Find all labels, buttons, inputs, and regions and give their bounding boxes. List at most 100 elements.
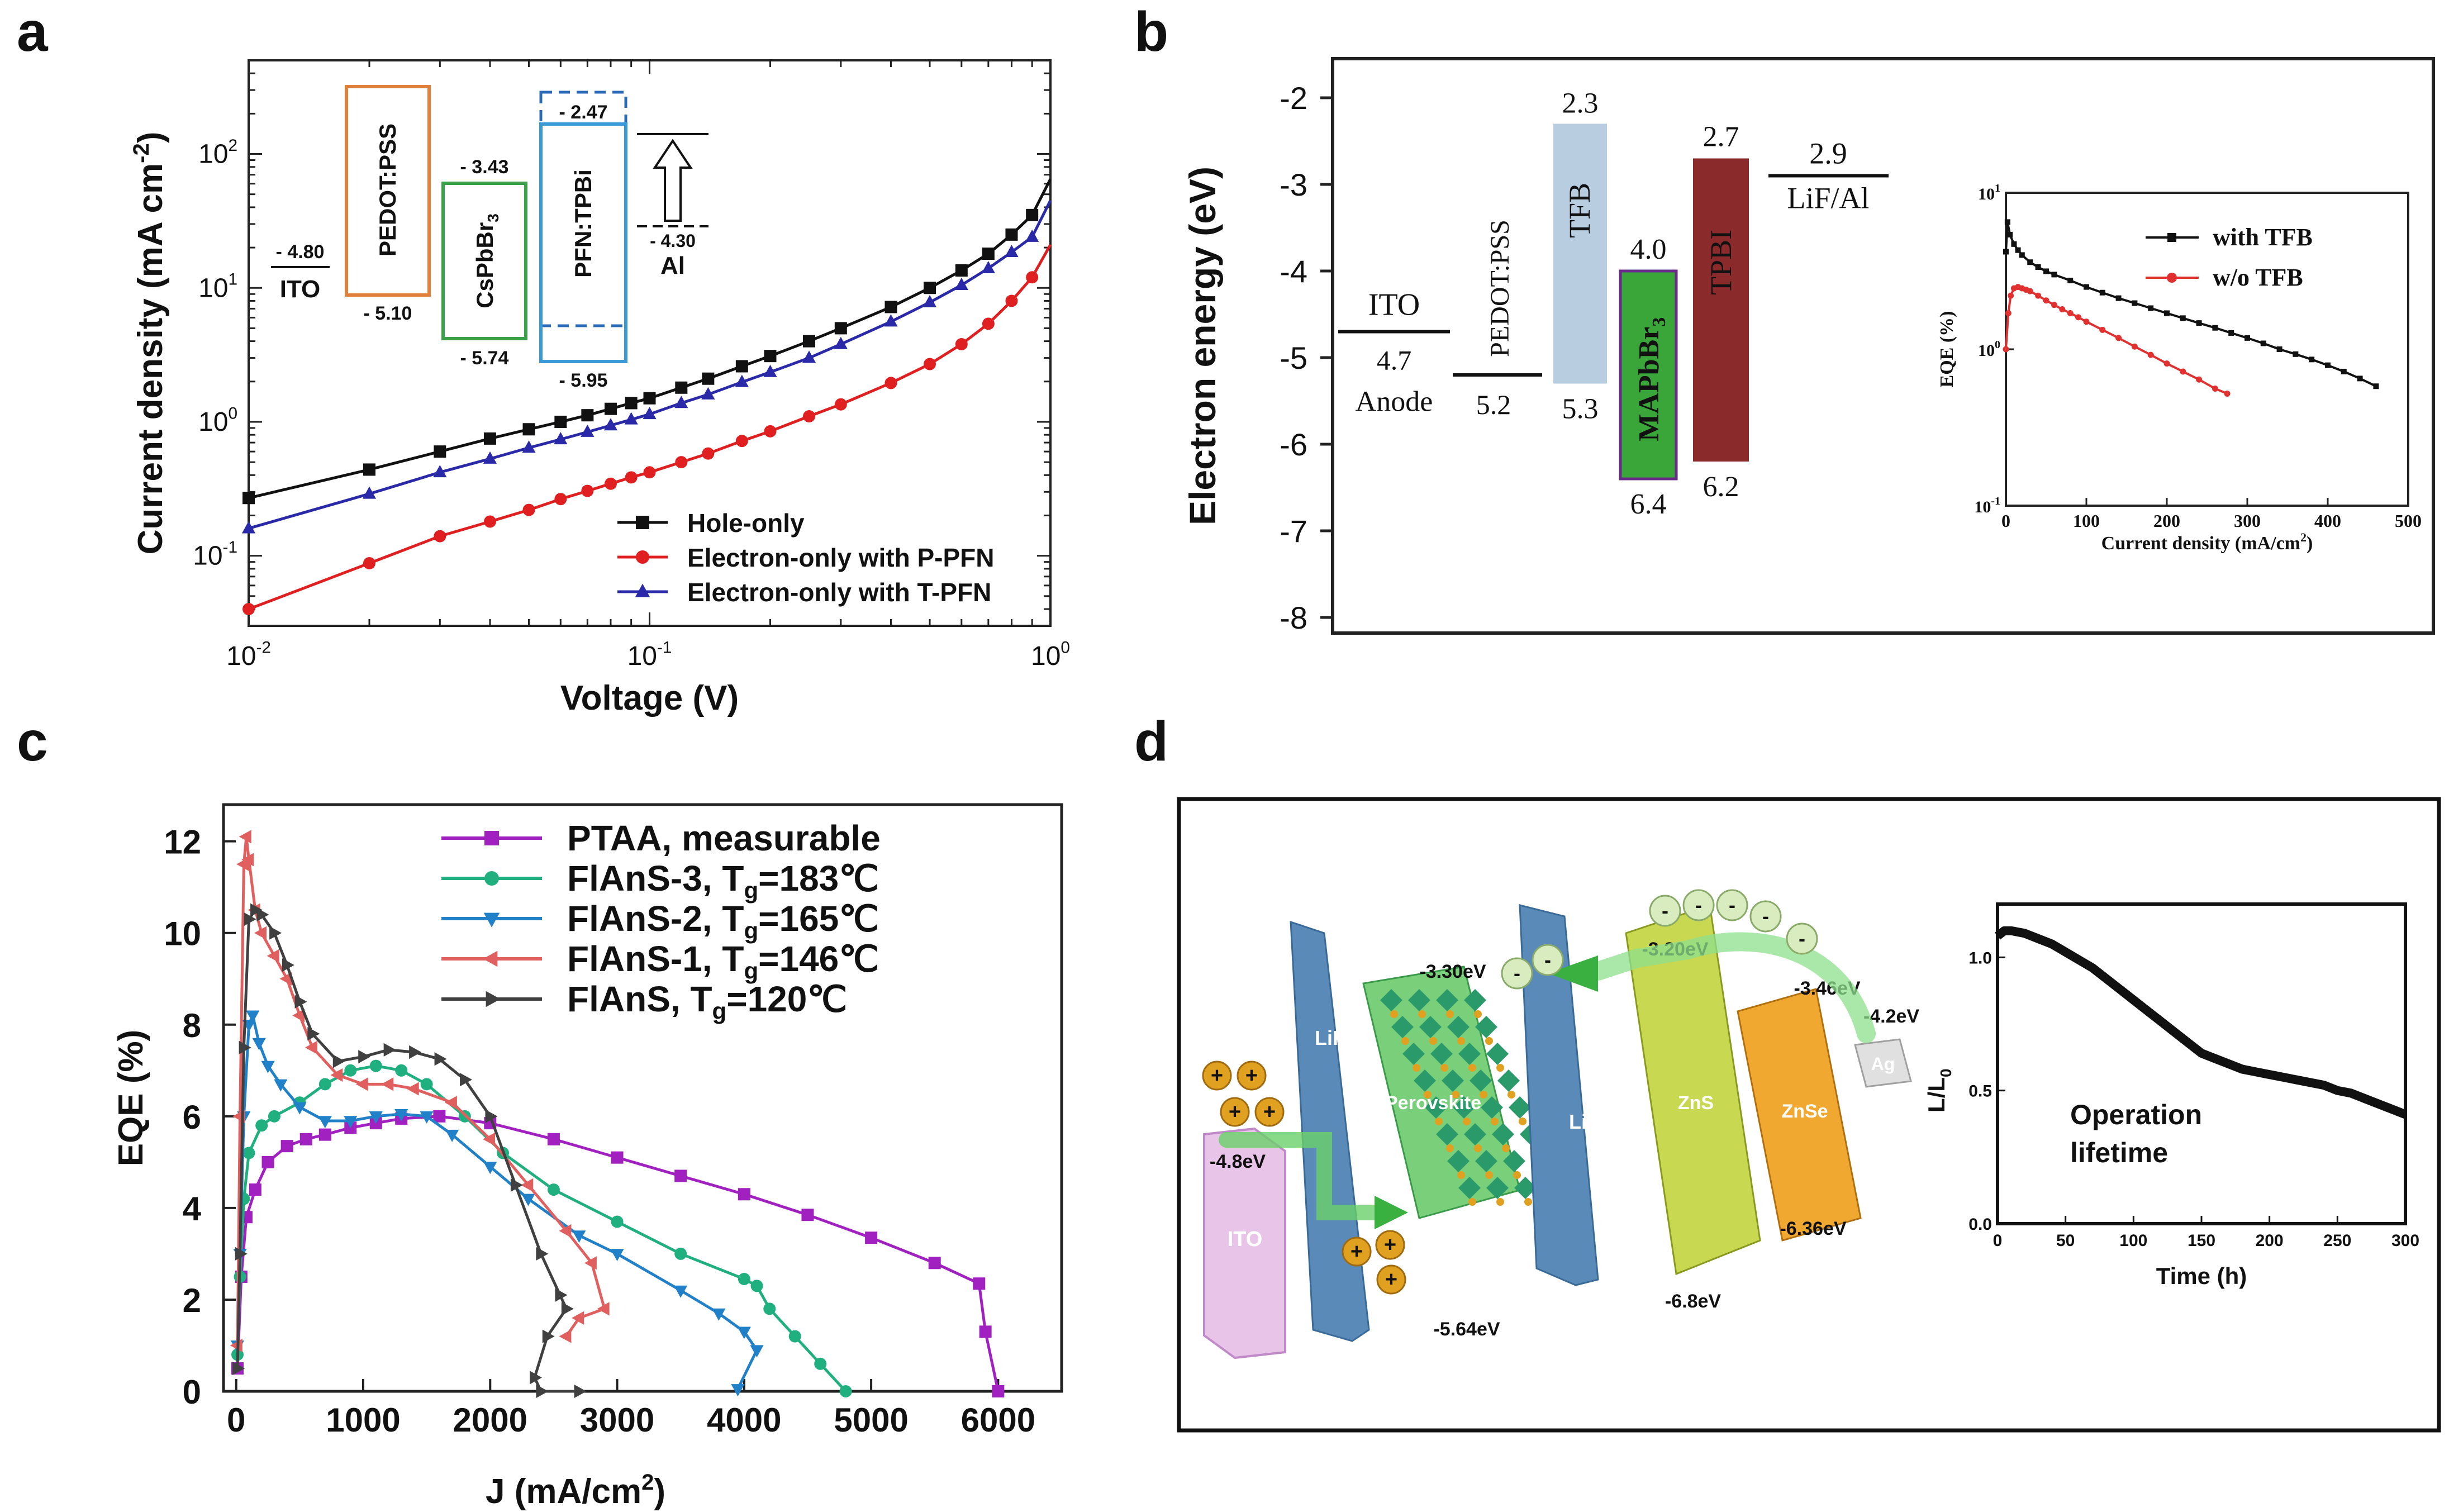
data-point-a-1-5 [554, 493, 567, 506]
y-tick-label-b-6: -8 [1280, 600, 1307, 635]
data-point-c-4-3 [244, 912, 256, 926]
data-point-c-0-7 [318, 1128, 331, 1141]
ag-contact-d [1854, 1038, 1912, 1088]
data-point-c-3-11 [330, 1068, 343, 1082]
data-point-c-4-19 [555, 1288, 568, 1302]
data-point-a-0-13 [764, 350, 777, 363]
perovskite-octahedron [1475, 1016, 1497, 1038]
pedot-box-a [345, 85, 431, 297]
perovskite-octahedron [1470, 1069, 1492, 1092]
y-tick-label-c-6: 12 [164, 824, 201, 861]
data-point-a-1-16 [885, 377, 897, 389]
legend-label-c-1: FlAnS-3, Tg=183℃ [567, 858, 879, 904]
inset-point-b-1-22 [2212, 386, 2218, 392]
inset-y-tick-base: 10 [1974, 498, 1991, 516]
legend-label-c-main-3: FlAnS-1, T [567, 939, 744, 979]
inset-point-b-0-4 [2015, 247, 2021, 253]
data-point-a-2-10 [674, 396, 688, 408]
data-point-c-3-21 [572, 1311, 584, 1325]
data-point-c-4-18 [536, 1247, 549, 1261]
x-tick-label-a-1-base: 10 [627, 641, 657, 671]
perovskite-atom [1491, 1118, 1499, 1125]
lif-label-b: LiF/Al [1787, 182, 1869, 215]
data-point-a-0-18 [955, 264, 968, 277]
x-axis-label-c: J (mA/cm2) [486, 1470, 665, 1511]
electron-path-d [1589, 932, 1876, 1043]
data-point-a-1-12 [735, 435, 748, 448]
data-point-a-2-7 [603, 418, 618, 431]
perovskite-octahedron [1408, 989, 1430, 1011]
data-point-a-2-12 [735, 374, 749, 387]
electron-sign-5: - [1762, 905, 1769, 928]
perovskite-atom [1440, 1064, 1448, 1072]
perovskite-atom [1435, 1118, 1443, 1125]
inset-x-tick-label-d-2: 100 [2119, 1232, 2147, 1250]
perovskite-atom [1418, 1010, 1426, 1018]
perovskite-octahedron [1503, 1150, 1525, 1172]
inset-x-label-b: Current density (mA/cm2) [2101, 530, 2313, 554]
inset-x-tick-label-d-1: 50 [2056, 1232, 2075, 1250]
data-point-c-3-10 [305, 1040, 317, 1054]
data-point-c-0-16 [738, 1188, 750, 1201]
y-tick-label-a-0-exp: -1 [223, 538, 237, 557]
legend-label-c-main-4: FlAnS, T [567, 979, 712, 1019]
panel-letter-c: c [17, 710, 48, 773]
data-point-c-4-11 [358, 1050, 371, 1064]
znse-label-d: ZnSe [1781, 1101, 1828, 1122]
perovskite-atom [1519, 1118, 1527, 1125]
tfb-top-b: 2.3 [1562, 88, 1599, 120]
hole-sign-0: + [1211, 1064, 1223, 1087]
perovskite-octahedron [1419, 1016, 1442, 1038]
y-tick-label-a-1-exp: 0 [228, 404, 237, 422]
electron-sign-4: - [1729, 893, 1735, 916]
y-tick-label-b-5: -7 [1280, 513, 1307, 549]
inset-point-b-1-18 [2147, 351, 2154, 358]
y-tick-label-a-3-exp: 2 [228, 136, 237, 155]
y-tick-label-a-1-base: 10 [198, 407, 228, 437]
perovskite-atom [1457, 1171, 1465, 1179]
pedot-label-b: PEDOT:PSS [1485, 220, 1515, 357]
data-point-c-4-15 [460, 1073, 473, 1087]
data-point-c-3-7 [267, 949, 279, 963]
perovskite-atom [1452, 1091, 1459, 1099]
series-line-c-1 [236, 1064, 847, 1392]
data-point-c-4-17 [510, 1178, 523, 1192]
data-point-a-0-19 [982, 248, 995, 260]
perovskite-atom [1474, 1010, 1482, 1018]
data-point-a-1-7 [604, 477, 617, 490]
x-axis-label-a: Voltage (V) [560, 679, 739, 717]
y-tick-label-a-3: 102 [198, 136, 237, 169]
data-point-c-2-12 [394, 1109, 408, 1121]
cspbbr-label-a: CsPbBr3 [472, 213, 502, 308]
data-point-c-1-3 [242, 1147, 255, 1159]
inset-point-b-1-14 [2083, 318, 2090, 325]
data-point-c-2-23 [731, 1384, 745, 1397]
inset-point-b-0-9 [2051, 272, 2057, 278]
legend-label-c-2: FlAnS-2, Tg=165℃ [567, 898, 879, 944]
data-point-a-0-9 [643, 392, 656, 405]
inset-point-b-0-17 [2180, 315, 2186, 321]
legend-marker-a-0 [636, 516, 649, 529]
tpbi-top-b: 2.7 [1703, 121, 1739, 153]
data-point-c-1-21 [814, 1357, 827, 1370]
electron-sign-0: - [1514, 962, 1520, 985]
data-point-a-1-14 [803, 410, 816, 423]
cspbbr-label-main: CsPbBr [472, 222, 498, 308]
y-tick-label-a-0: 10-1 [193, 538, 237, 571]
inset-point-b-1-13 [2075, 314, 2082, 321]
y-axis-label-a-close: ) [131, 132, 170, 144]
data-point-c-4-23 [536, 1384, 549, 1399]
data-point-a-2-15 [834, 336, 848, 349]
data-point-c-1-19 [763, 1302, 776, 1315]
inset-x-tick-label-d-6: 300 [2391, 1232, 2419, 1250]
data-point-c-2-17 [572, 1230, 586, 1243]
data-point-c-3-18 [559, 1224, 572, 1238]
data-point-c-3-3 [239, 830, 251, 844]
data-point-c-2-16 [521, 1194, 535, 1206]
data-point-a-0-3 [483, 432, 496, 445]
inset-x-tick-label-b-3: 300 [2234, 511, 2261, 531]
x-tick-label-c-1: 1000 [326, 1401, 400, 1439]
x-tick-label-c-4: 4000 [707, 1401, 781, 1439]
data-point-c-0-22 [992, 1385, 1005, 1397]
legend-label-c-0: PTAA, measurable [567, 818, 881, 858]
